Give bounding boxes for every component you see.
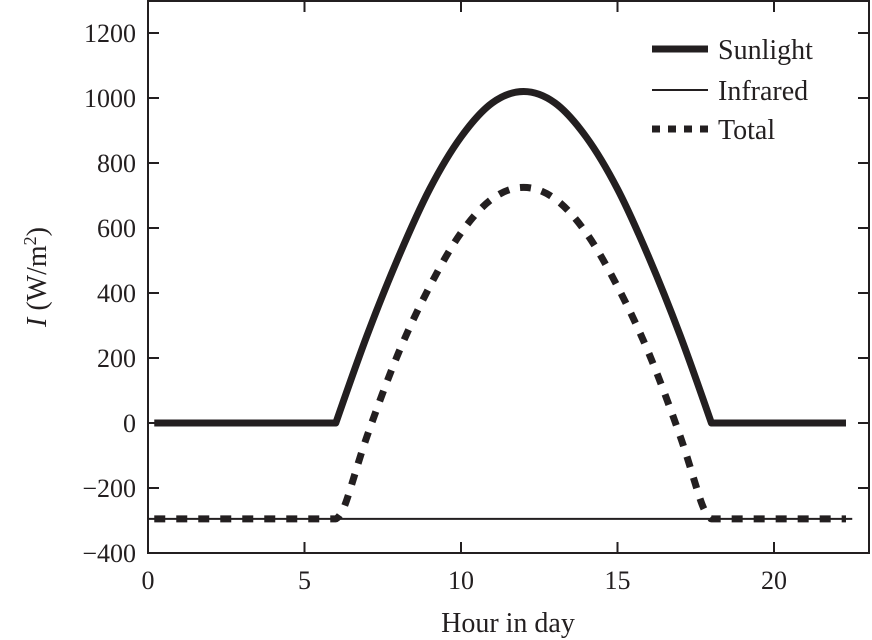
y-axis-label-symbol: I	[22, 316, 53, 328]
y-tick-label: 800	[97, 149, 136, 178]
x-tick-label: 20	[761, 566, 787, 595]
legend-label-total: Total	[718, 115, 775, 146]
y-axis-label-close: )	[22, 227, 53, 236]
series-line-total	[154, 183, 846, 523]
legend: Sunlight Infrared Total	[652, 35, 813, 146]
legend-label-infrared: Infrared	[718, 76, 808, 107]
y-tick-label: −200	[82, 474, 136, 503]
y-axis: −400 −200 0 200 400 600 800 1000 1200	[82, 19, 869, 568]
x-axis-label: Hour in day	[441, 608, 575, 639]
y-tick-label: 200	[97, 344, 136, 373]
legend-label-sunlight: Sunlight	[718, 35, 813, 66]
y-tick-label: 600	[97, 214, 136, 243]
y-axis-label-exponent: 2	[20, 236, 40, 245]
y-tick-label: −400	[82, 539, 136, 568]
y-tick-label: 1200	[84, 19, 136, 48]
y-axis-label: I (W/m2)	[20, 227, 53, 328]
x-axis: 0 5 10 15 20	[142, 1, 787, 595]
y-tick-label: 400	[97, 279, 136, 308]
series-line-sunlight	[154, 88, 846, 427]
plot-frame	[147, 0, 870, 554]
x-tick-label: 5	[298, 566, 311, 595]
y-axis-label-unit: (W/m	[22, 245, 53, 318]
y-tick-label: 1000	[84, 84, 136, 113]
plot-series	[148, 88, 853, 523]
x-tick-label: 0	[142, 566, 155, 595]
x-tick-label: 10	[448, 566, 474, 595]
y-tick-label: 0	[123, 409, 136, 438]
x-tick-label: 15	[605, 566, 631, 595]
